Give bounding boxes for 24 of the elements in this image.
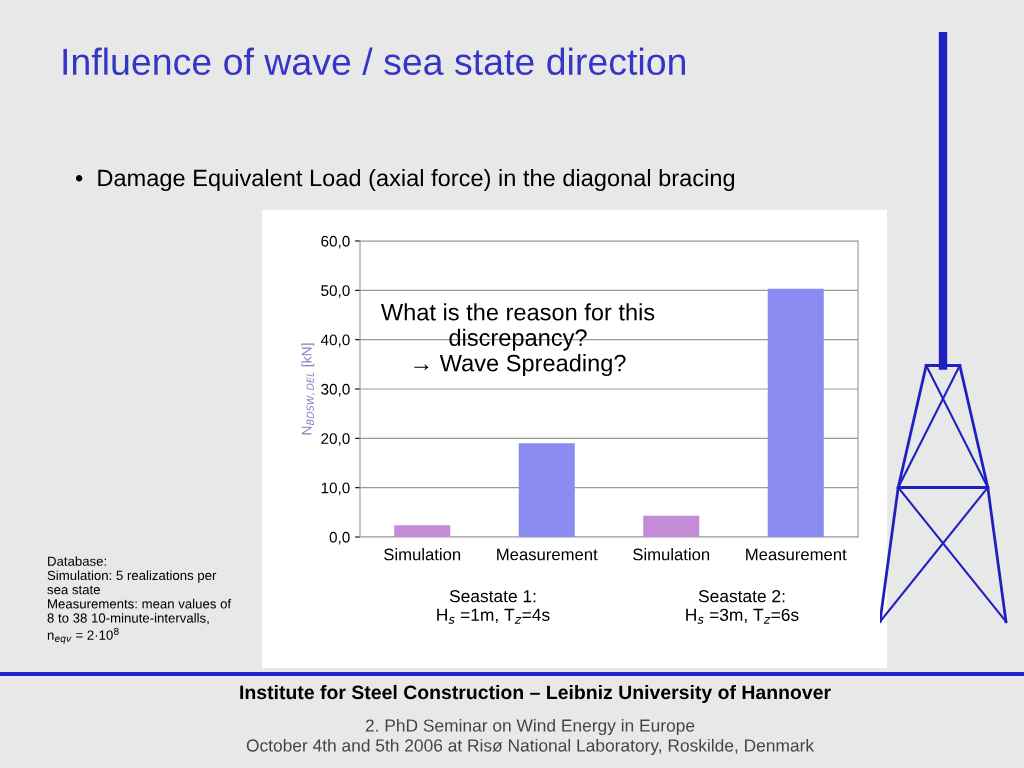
y-tick-label: 50,0	[321, 285, 350, 298]
bar	[394, 525, 451, 537]
y-axis-title: N$_{BDSW,DEL}$ [kN]	[301, 343, 315, 435]
chart-subtitle: • Damage Equivalent Load (axial force) in the diagonal bracing	[75, 169, 735, 191]
text: Seastate 2: H$_{s}$ =3m, T$_{z}$=6s	[686, 590, 799, 624]
bar	[767, 288, 824, 537]
bar	[518, 443, 575, 537]
bar	[643, 515, 700, 537]
y-tick-label: 20,0	[321, 433, 350, 446]
y-tick-label: 40,0	[320, 334, 350, 348]
x-tick-label: Simulation	[384, 548, 461, 561]
x-tick-label: Measurement	[746, 548, 847, 561]
x-tick-label: Measurement	[497, 548, 598, 561]
y-tick-label: 60,0	[321, 235, 350, 249]
y-tick-label: 0,0	[329, 531, 350, 545]
x-tick-label: Simulation	[633, 548, 710, 561]
text: Seastate 1: H$_{s}$ =1m, T$_{z}$=4s	[437, 590, 550, 624]
annotation: What is the reason for this discrepancy? → Wave Spreading?	[380, 303, 655, 377]
y-tick-label: 30,0	[321, 383, 350, 397]
text: Institute for Steel Construction – Leibniz University of Hannover	[240, 684, 831, 704]
chart-title: Influence of wave / sea state direction	[63, 47, 686, 76]
y-tick-label: 10,0	[321, 482, 350, 496]
text: 2. PhD Seminar on Wind Energy in Europe October 4th and 5th 2006 at Risø National Laboratory, Roskilde, Denmark	[246, 718, 815, 756]
text: Database: Simulation: 5 realizations per sea state Measurements: mean values of 8 to 38 10-minute-intervalls, n$_{eqv}$ = 2·10$^{8}$	[47, 556, 232, 644]
